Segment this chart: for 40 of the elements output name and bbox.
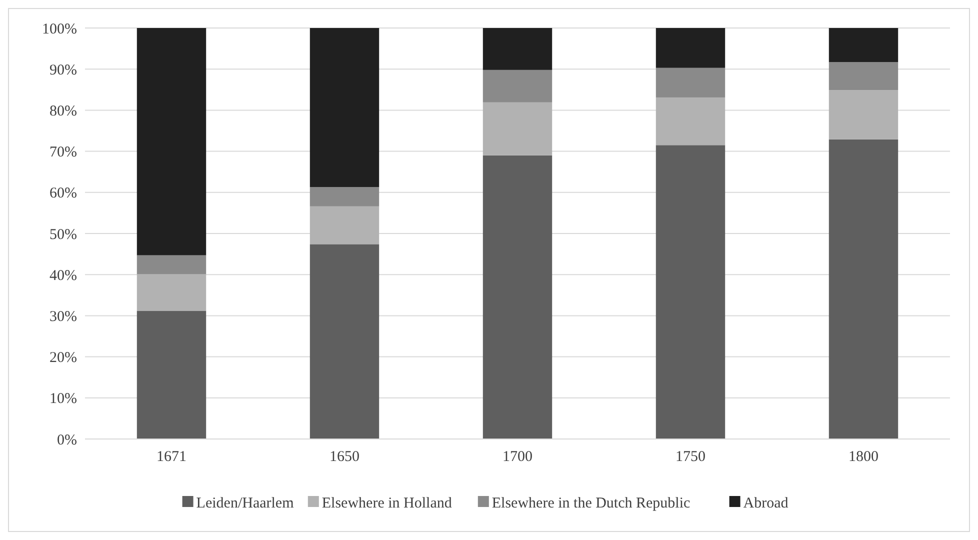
bar [656,97,726,146]
bar [136,310,206,439]
y-tick-label: 100% [42,21,77,38]
bar [136,274,206,311]
bar [310,187,380,206]
x-tick-label: 1650 [330,449,360,465]
bar [828,62,898,90]
bar [136,255,206,274]
bar [310,28,380,188]
y-tick-label: 40% [50,268,77,284]
bar [828,139,898,439]
x-tick-label: 1800 [848,449,878,465]
y-tick-label: 80% [50,103,77,120]
legend-label: Elsewhere in Holland [322,495,452,512]
x-tick-label: 1750 [676,449,706,465]
y-tick-label: 30% [50,308,77,325]
y-tick-label: 20% [50,350,77,366]
legend-label: Abroad [743,495,789,512]
bar [656,68,726,98]
bar [482,28,552,70]
y-tick-label: 50% [50,226,77,243]
y-tick-label: 90% [50,62,77,78]
bar [482,102,552,156]
x-tick-label: 1700 [502,449,532,465]
bar [136,28,206,256]
legend-label: Elsewhere in the Dutch Republic [492,495,691,512]
legend-label: Leiden/Haarlem [196,495,294,512]
bar [310,244,380,439]
bar [310,206,380,244]
x-tick-label: 1671 [156,449,186,465]
y-tick-label: 70% [50,144,77,161]
y-tick-label: 10% [50,391,77,408]
y-tick-label: 60% [50,186,77,202]
bar [828,28,898,62]
bar [656,145,726,439]
bar [482,70,552,102]
y-tick-label: 0% [57,432,77,448]
bar [656,28,726,68]
bar [482,155,552,439]
bar [828,90,898,140]
